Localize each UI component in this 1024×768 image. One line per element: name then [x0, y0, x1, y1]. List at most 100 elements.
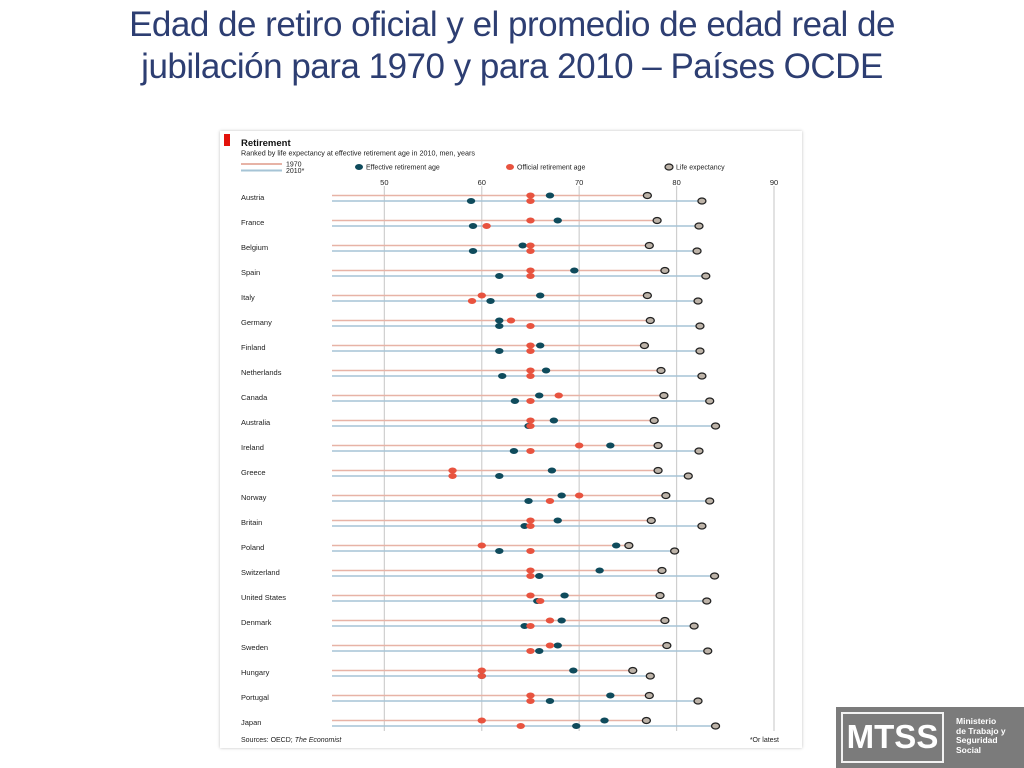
effective-age-point — [547, 467, 557, 474]
country-label: Hungary — [241, 668, 270, 677]
effective-age-point — [535, 392, 544, 399]
life-expectancy-point — [702, 597, 712, 605]
official-age-point — [526, 573, 535, 579]
effective-age-point — [495, 323, 504, 329]
effective-age-point — [520, 523, 529, 529]
life-expectancy-point — [641, 716, 652, 725]
country-label: Finland — [241, 343, 266, 352]
official-age-point — [526, 192, 535, 199]
life-expectancy-point — [705, 497, 715, 505]
official-age-point — [477, 673, 486, 679]
country-label: United States — [241, 593, 286, 602]
mtss-logo-box: MTSS — [841, 712, 944, 763]
chart-rows: Austria France Belgium Spain Italy Germany Fin… — [241, 191, 721, 730]
official-age-point — [554, 392, 563, 399]
country-label: Spain — [241, 268, 260, 277]
effective-age-point — [553, 642, 562, 649]
chart-title: Retirement — [241, 138, 291, 149]
effective-age-point — [535, 648, 544, 654]
legend-label-marker: Official retirement age — [517, 165, 585, 172]
mtss-logo-text: Ministerio de Trabajo y Seguridad Social — [956, 716, 1022, 755]
official-age-point — [526, 342, 535, 349]
effective-age-point — [560, 592, 569, 599]
official-age-point — [526, 198, 535, 204]
effective-age-point — [536, 292, 545, 299]
life-expectancy-point — [628, 666, 638, 675]
life-expectancy-point — [644, 241, 654, 250]
official-age-point — [448, 467, 457, 474]
official-age-point — [526, 448, 535, 454]
retirement-chart-svg: Retirement Ranked by life expectancy at … — [224, 134, 779, 744]
chart-subtitle: Ranked by life expectancy at effective r… — [241, 149, 475, 158]
official-age-point — [526, 323, 535, 329]
official-age-point — [526, 567, 535, 574]
country-label: Portugal — [241, 693, 269, 702]
life-expectancy-point — [710, 722, 721, 730]
legend-marker-life — [664, 163, 674, 171]
effective-age-point — [557, 492, 566, 499]
official-age-point — [574, 442, 584, 449]
life-expectancy-point — [703, 647, 713, 655]
effective-age-point — [495, 273, 504, 279]
life-expectancy-point — [649, 416, 659, 425]
effective-age-point — [498, 373, 507, 379]
official-age-point — [526, 273, 535, 279]
legend-label-1970: 1970 — [286, 162, 302, 169]
country-label: Poland — [241, 543, 264, 552]
chart-grid: 50 60 70 80 90 — [380, 178, 778, 731]
official-age-point — [526, 398, 535, 404]
country-label: Netherlands — [241, 368, 282, 377]
official-age-point — [477, 292, 486, 299]
official-age-point — [526, 423, 535, 429]
country-label: Switzerland — [241, 568, 280, 577]
official-age-point — [516, 723, 525, 729]
life-expectancy-point — [689, 622, 699, 630]
life-expectancy-point — [624, 541, 634, 550]
effective-age-point — [536, 342, 545, 349]
country-label: Norway — [241, 493, 267, 502]
x-tick-label: 90 — [770, 178, 778, 187]
effective-age-point — [486, 298, 495, 304]
official-age-point — [526, 592, 535, 599]
official-age-point — [526, 623, 535, 629]
life-expectancy-point — [705, 397, 715, 405]
official-age-point — [545, 642, 555, 649]
official-age-point — [526, 692, 535, 699]
slide-title-line2: jubilación para 1970 y para 2010 – Paíse… — [141, 47, 883, 86]
brand-red-mark — [224, 134, 230, 146]
country-label: France — [241, 218, 264, 227]
life-expectancy-point — [695, 347, 705, 355]
legend-label-marker: Effective retirement age — [366, 165, 440, 172]
mtss-logo-line: Ministerio — [956, 716, 997, 726]
effective-age-point — [549, 417, 559, 424]
x-tick-label: 70 — [575, 178, 583, 187]
mtss-logo: MTSS Ministerio de Trabajo y Seguridad S… — [836, 707, 1024, 768]
effective-age-point — [541, 367, 551, 374]
life-expectancy-point — [657, 566, 667, 575]
x-tick-label: 60 — [478, 178, 486, 187]
slide-title-line1: Edad de retiro oficial y el promedio de … — [129, 5, 895, 44]
life-expectancy-point — [697, 372, 707, 380]
effective-age-point — [553, 217, 562, 224]
official-age-point — [526, 548, 535, 554]
legend-label-2010: 2010* — [286, 168, 305, 175]
effective-age-point — [495, 348, 504, 354]
country-label: Sweden — [241, 643, 268, 652]
life-expectancy-point — [655, 591, 665, 600]
country-label: Japan — [241, 718, 261, 727]
effective-age-point — [553, 517, 562, 524]
official-age-point — [526, 698, 535, 704]
country-label: Canada — [241, 393, 268, 402]
life-expectancy-point — [695, 322, 705, 330]
country-label: Belgium — [241, 243, 268, 252]
mtss-logo-line: Seguridad — [956, 735, 998, 745]
effective-age-point — [535, 573, 544, 579]
effective-age-point — [520, 623, 529, 629]
life-expectancy-point — [709, 572, 720, 580]
official-age-point — [526, 367, 535, 374]
country-label: Britain — [241, 518, 262, 527]
legend-marker-effective — [355, 164, 363, 170]
official-age-point — [526, 517, 535, 524]
slide-title: Edad de retiro oficial y el promedio de … — [20, 4, 1004, 88]
